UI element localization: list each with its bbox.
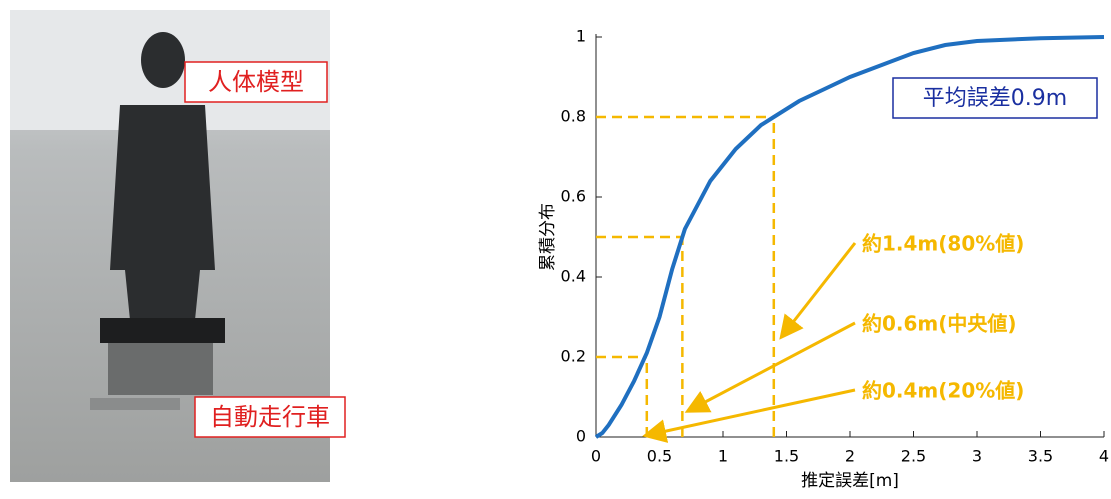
annotation: 約0.6m(中央値)	[862, 312, 1017, 336]
x-tick-label: 1	[718, 447, 728, 466]
x-tick-label: 3.5	[1028, 447, 1053, 466]
vehicle-frame	[108, 343, 213, 395]
x-tick-label: 4	[1099, 447, 1109, 466]
annotation-arrow	[690, 323, 855, 410]
y-axis-title: 累積分布	[538, 203, 558, 271]
y-tick-label: 0.6	[561, 187, 586, 206]
x-tick-label: 3	[972, 447, 982, 466]
vehicle-top	[100, 318, 225, 343]
annotation-arrow	[648, 390, 855, 435]
chart: 0 0.2 0.4 0.6 0.8 1 0 0.5 1 1.5 2 2.5 3 3.5 4 推定誤差[m] 累積…	[538, 27, 1109, 492]
y-tick-label: 0.8	[561, 107, 586, 126]
x-tick-label: 2.5	[901, 447, 926, 466]
annotation: 約1.4m(80%値)	[862, 232, 1024, 256]
x-tick-label: 1.5	[774, 447, 799, 466]
annotation-arrow	[783, 243, 855, 335]
mannequin-head	[141, 32, 185, 88]
x-tick-label: 0	[591, 447, 601, 466]
x-tick-label: 0.5	[647, 447, 672, 466]
photo-label: 人体模型	[208, 68, 304, 96]
x-axis-title: 推定誤差[m]	[801, 471, 899, 491]
vehicle-bumper	[90, 398, 180, 410]
photo: 人体模型 自動走行車	[10, 10, 345, 482]
figure: 人体模型 自動走行車 0 0.2 0.4 0.6 0.8 1 0 0.5 1 1.5 2 2.5 3 3.…	[0, 0, 1111, 495]
y-tick-label: 0.2	[561, 347, 586, 366]
y-tick-label: 0.4	[561, 267, 586, 286]
x-tick-label: 2	[845, 447, 855, 466]
mean-label: 平均誤差0.9m	[923, 86, 1067, 111]
photo-label: 自動走行車	[210, 403, 330, 431]
annotation: 約0.4m(20%値)	[862, 379, 1024, 403]
y-tick-label: 1	[576, 27, 586, 46]
y-tick-label: 0	[576, 427, 586, 446]
